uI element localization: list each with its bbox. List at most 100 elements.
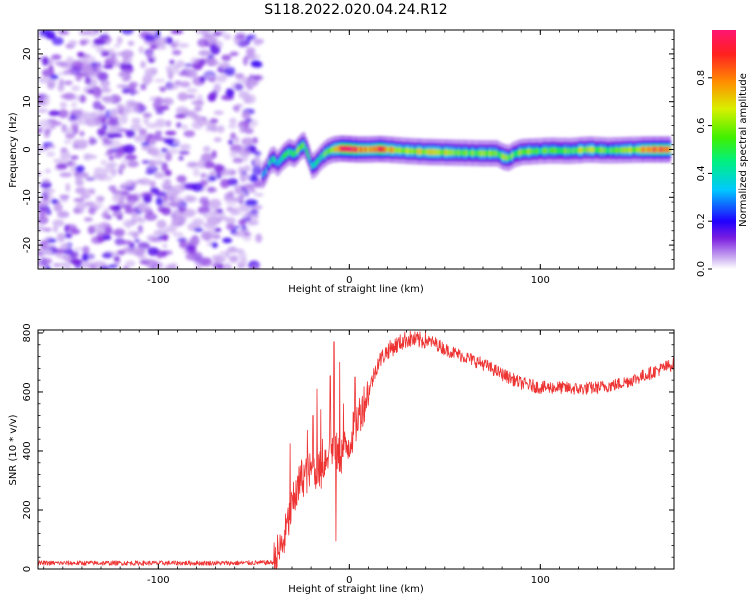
noise-blob <box>224 192 235 200</box>
noise-blob <box>112 193 123 204</box>
ridge-segment <box>639 146 642 153</box>
ridge-segment <box>298 144 301 152</box>
noise-blob <box>108 185 117 192</box>
ridge-segment <box>471 149 474 157</box>
ridge-segment <box>591 146 594 153</box>
ridge-segment <box>264 169 267 176</box>
noise-blob <box>232 232 239 237</box>
noise-blob <box>56 232 66 243</box>
ridge-segment <box>457 149 460 156</box>
snr-y-tick-label: 800 <box>22 323 33 342</box>
noise-blob <box>178 150 190 155</box>
noise-blob <box>213 83 221 93</box>
noise-blob <box>160 87 166 93</box>
ridge-segment <box>413 148 416 155</box>
ridge-segment <box>637 146 640 153</box>
noise-blob <box>165 130 177 136</box>
ridge-segment <box>666 146 669 153</box>
ridge-segment <box>655 146 658 153</box>
ridge-segment <box>425 148 428 155</box>
ridge-segment <box>448 149 451 156</box>
ridge-segment <box>365 146 368 153</box>
noise-blob <box>241 137 255 146</box>
ridge-segment <box>297 146 300 153</box>
ridge-segment <box>403 147 406 154</box>
ridge-segment <box>411 148 414 155</box>
noise-blob <box>46 258 53 264</box>
ridge-segment <box>452 149 455 156</box>
noise-blob <box>140 141 150 147</box>
noise-blob <box>161 162 169 172</box>
ridge-segment <box>508 154 511 161</box>
ridge-segment <box>659 146 662 153</box>
ridge-segment <box>486 150 488 157</box>
noise-blob <box>176 175 187 183</box>
ridge-segment <box>432 148 435 156</box>
noise-blob <box>186 87 198 94</box>
noise-blob <box>100 87 112 93</box>
ridge-segment <box>316 159 319 166</box>
noise-blob <box>44 129 51 134</box>
noise-blob <box>126 199 136 207</box>
noise-blob <box>237 40 250 48</box>
ridge-segment <box>305 146 308 154</box>
ridge-segment <box>427 148 430 156</box>
noise-blob <box>116 249 126 256</box>
ridge-segment <box>478 150 480 157</box>
ridge-segment <box>322 151 325 158</box>
noise-blob <box>110 108 118 117</box>
noise-blob <box>253 192 264 197</box>
noise-blob <box>190 115 204 120</box>
noise-blob <box>207 93 217 102</box>
noise-blob <box>237 190 245 196</box>
ridge-segment <box>455 149 458 156</box>
noise-blob <box>125 129 136 138</box>
noise-blob <box>202 201 211 208</box>
noise-blob <box>238 166 244 175</box>
noise-blob <box>175 114 186 119</box>
noise-blob <box>140 83 147 91</box>
ridge-segment <box>372 146 375 153</box>
ridge-segment <box>479 150 482 157</box>
noise-blob <box>241 110 251 120</box>
ridge-segment <box>308 154 311 161</box>
ridge-segment <box>349 145 352 153</box>
ridge-segment <box>523 148 526 155</box>
noise-blob <box>148 58 155 63</box>
ridge-segment <box>500 152 503 159</box>
noise-blob <box>121 49 134 59</box>
ridge-segment <box>467 149 470 157</box>
ridge-segment <box>654 146 657 153</box>
noise-blob <box>181 124 189 130</box>
ridge-segment <box>360 146 363 153</box>
ridge-segment <box>405 147 408 154</box>
ridge-segment <box>571 147 574 154</box>
colorbar-gradient <box>712 30 736 269</box>
noise-blob <box>137 132 149 141</box>
ridge-segment <box>343 145 345 152</box>
noise-blob <box>120 182 132 187</box>
noise-blob <box>52 36 64 46</box>
noise-blob <box>210 231 217 240</box>
ridge-segment <box>334 146 337 153</box>
ridge-segment <box>440 149 443 156</box>
noise-blob <box>205 215 216 221</box>
noise-blob <box>116 84 130 89</box>
ridge-segment <box>384 146 387 153</box>
noise-blob <box>85 177 96 181</box>
ridge-segment <box>441 149 444 156</box>
noise-blob <box>60 94 71 99</box>
noise-blob <box>121 77 130 82</box>
noise-blob <box>38 208 47 217</box>
noise-blob <box>106 128 116 134</box>
ridge-segment <box>645 146 648 153</box>
ridge-segment <box>579 147 582 154</box>
noise-blob <box>97 227 105 234</box>
noise-blob <box>88 136 95 146</box>
ridge-segment <box>531 148 534 155</box>
ridge-segment <box>576 147 579 154</box>
noise-blob <box>113 61 122 68</box>
noise-blob <box>240 173 247 183</box>
ridge-segment <box>593 146 595 153</box>
ridge-segment <box>657 146 660 153</box>
